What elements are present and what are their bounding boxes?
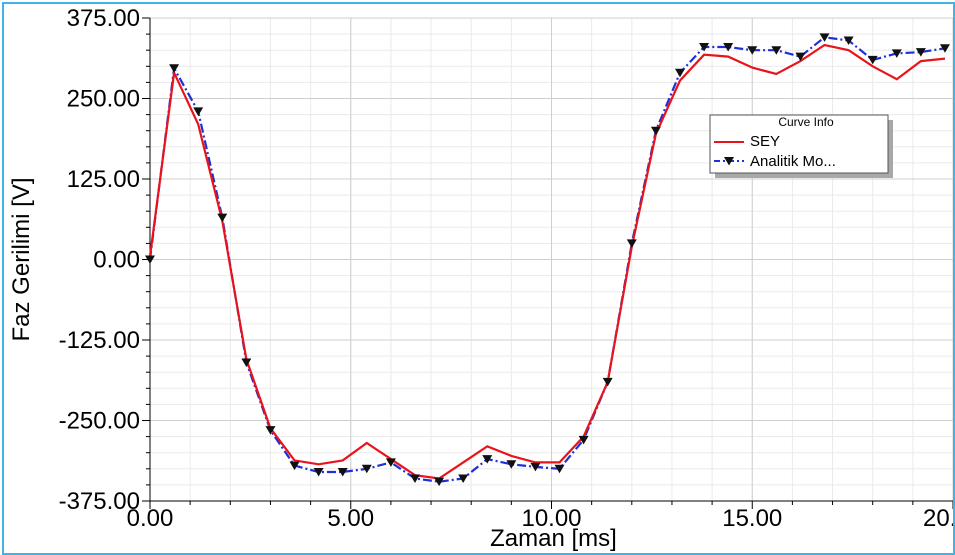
x-axis-title: Zaman [ms] xyxy=(490,525,617,552)
data-point-analitik xyxy=(771,46,782,55)
y-tick-label: 0.00 xyxy=(93,247,140,274)
data-point-analitik xyxy=(482,455,493,464)
data-point-analitik xyxy=(578,435,589,445)
data-point-analitik xyxy=(915,48,926,57)
data-point-analitik xyxy=(313,468,324,477)
series-line-analitik xyxy=(148,36,946,483)
series-line-sey xyxy=(148,43,946,480)
line-chart: 375.00 250.00 125.00 0.00 -125.00 -250.00 -375… xyxy=(8,5,953,552)
data-point-analitik xyxy=(145,255,155,264)
data-point-analitik xyxy=(699,42,710,52)
x-tick-label: 10.00 xyxy=(521,505,581,532)
series-layer xyxy=(145,33,950,487)
data-point-analitik xyxy=(554,464,565,474)
x-tick-label: 15.00 xyxy=(722,505,782,532)
data-point-analitik xyxy=(747,46,758,55)
y-tick-label: 125.00 xyxy=(67,166,140,193)
data-point-analitik xyxy=(361,464,372,474)
data-point-analitik xyxy=(723,42,734,52)
y-axis-ticks: 375.00 250.00 125.00 0.00 -125.00 -250.00 -375… xyxy=(59,5,150,515)
data-point-analitik xyxy=(530,462,541,472)
data-point-analitik xyxy=(867,55,878,65)
data-point-analitik xyxy=(217,213,228,223)
data-point-analitik xyxy=(891,49,902,58)
data-point-analitik xyxy=(602,377,613,387)
data-point-analitik xyxy=(506,460,517,469)
y-tick-label: -250.00 xyxy=(59,408,140,435)
data-point-analitik xyxy=(434,477,445,487)
data-point-analitik xyxy=(674,68,685,78)
data-point-analitik xyxy=(795,52,806,62)
x-tick-label: 20.00 xyxy=(923,505,953,532)
legend-title: Curve Info xyxy=(778,115,834,129)
data-point-analitik xyxy=(650,126,661,136)
data-point-analitik xyxy=(385,458,396,467)
data-point-analitik xyxy=(193,107,204,116)
x-tick-label: 0.00 xyxy=(127,505,174,532)
x-axis-ticks: 0.00 5.00 10.00 15.00 20.00 xyxy=(127,501,953,532)
data-point-analitik xyxy=(265,426,276,435)
legend-label-analitik: Analitik Mo... xyxy=(750,153,836,170)
x-tick-label: 5.00 xyxy=(327,505,374,532)
data-point-analitik xyxy=(409,474,420,483)
y-tick-label: -125.00 xyxy=(59,327,140,354)
data-point-analitik xyxy=(819,33,830,42)
data-point-analitik xyxy=(843,36,854,46)
data-point-analitik xyxy=(289,461,300,471)
data-point-analitik xyxy=(939,44,950,53)
y-axis-title: Faz Gerilimi [V] xyxy=(8,177,35,341)
y-tick-label: 375.00 xyxy=(67,5,140,32)
y-tick-label: 250.00 xyxy=(67,86,140,113)
data-point-analitik xyxy=(626,239,637,248)
data-point-analitik xyxy=(241,358,252,368)
legend-box xyxy=(709,114,889,174)
legend-marker-analitik xyxy=(724,157,734,166)
data-point-analitik xyxy=(169,64,180,73)
data-point-analitik xyxy=(458,474,469,483)
legend-label-sey: SEY xyxy=(750,133,780,150)
legend[interactable]: Curve Info SEY Analitik Mo... xyxy=(709,114,893,178)
data-point-analitik xyxy=(337,468,348,477)
y-tick-label: -375.00 xyxy=(59,488,140,515)
